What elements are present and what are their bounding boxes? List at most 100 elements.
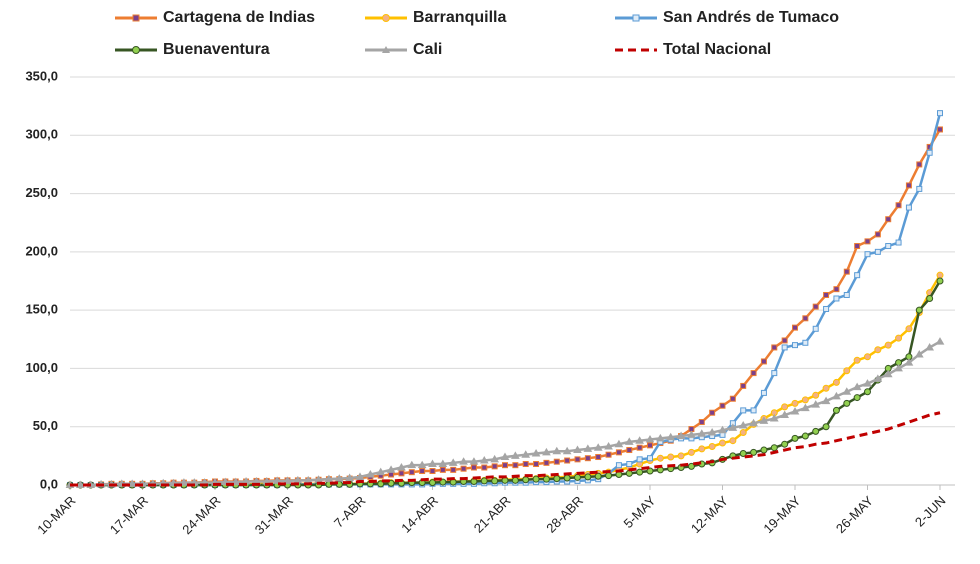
marker <box>448 458 458 466</box>
marker <box>790 407 800 415</box>
marker <box>428 459 437 468</box>
marker <box>885 216 892 223</box>
y-tick-label: 250,0 <box>25 185 58 200</box>
marker <box>593 443 603 451</box>
marker <box>883 369 893 378</box>
x-tick-label: 10-MAR <box>34 493 78 537</box>
marker <box>709 409 716 416</box>
marker <box>512 462 519 469</box>
series-line <box>70 411 941 487</box>
marker <box>812 427 820 435</box>
marker <box>491 477 499 485</box>
marker <box>791 434 799 442</box>
marker <box>937 110 943 117</box>
marker <box>832 391 841 400</box>
marker <box>645 435 655 443</box>
marker <box>397 463 406 471</box>
marker <box>573 445 582 454</box>
marker <box>854 272 861 279</box>
marker <box>770 444 778 452</box>
marker <box>873 374 883 382</box>
marker <box>398 470 405 477</box>
marker <box>832 406 840 414</box>
marker <box>895 239 902 246</box>
y-tick-label: 200,0 <box>25 243 58 258</box>
marker <box>614 439 624 448</box>
marker <box>718 425 727 434</box>
marker <box>915 306 923 314</box>
marker <box>801 432 809 440</box>
marker <box>916 161 923 168</box>
marker <box>895 202 902 209</box>
marker <box>781 344 788 351</box>
marker <box>780 410 790 419</box>
marker <box>470 464 477 471</box>
marker <box>553 475 561 483</box>
marker <box>874 231 881 238</box>
marker <box>563 474 571 482</box>
marker <box>781 440 789 448</box>
marker <box>500 452 510 461</box>
marker <box>925 342 935 351</box>
marker <box>760 446 768 454</box>
marker <box>853 394 861 402</box>
y-tick-label: 150,0 <box>25 302 58 317</box>
marker <box>460 465 467 472</box>
x-tick-label: 21-ABR <box>471 493 514 536</box>
marker <box>272 476 282 484</box>
marker <box>667 453 675 461</box>
marker <box>75 480 85 488</box>
marker <box>521 450 531 458</box>
marker <box>791 399 799 407</box>
marker <box>926 294 934 302</box>
marker <box>854 243 861 250</box>
marker <box>636 444 643 451</box>
marker <box>852 382 862 391</box>
legend-marker <box>632 14 640 22</box>
marker <box>626 447 633 454</box>
marker <box>905 325 913 333</box>
marker <box>522 476 530 484</box>
marker <box>802 315 809 322</box>
marker <box>926 149 933 156</box>
marker <box>781 337 788 344</box>
marker <box>605 472 613 480</box>
legend-label: Cali <box>413 41 442 58</box>
marker <box>676 431 686 440</box>
legend-marker <box>132 14 140 22</box>
marker <box>874 346 882 354</box>
marker <box>800 403 810 412</box>
marker <box>916 185 923 192</box>
marker <box>729 437 737 445</box>
marker <box>655 433 665 442</box>
x-tick-label: 19-MAY <box>760 493 803 536</box>
marker <box>864 251 871 258</box>
marker <box>843 399 851 407</box>
marker <box>833 286 840 293</box>
marker <box>345 473 355 482</box>
marker <box>864 388 871 396</box>
marker <box>769 414 779 422</box>
marker <box>127 479 137 487</box>
marker <box>914 349 924 358</box>
y-tick-label: 100,0 <box>25 360 58 375</box>
marker <box>469 457 479 465</box>
marker <box>522 461 529 468</box>
marker <box>626 461 633 468</box>
marker <box>842 387 852 395</box>
marker <box>843 291 850 298</box>
marker <box>584 473 592 481</box>
marker <box>739 429 747 437</box>
marker <box>615 449 622 456</box>
marker <box>439 466 446 473</box>
marker <box>759 416 769 424</box>
marker <box>594 472 602 480</box>
series-line <box>70 128 942 487</box>
marker <box>615 462 622 469</box>
marker <box>386 465 396 473</box>
marker <box>843 367 851 375</box>
marker <box>719 402 726 409</box>
marker <box>771 344 778 351</box>
series-line <box>70 112 942 487</box>
